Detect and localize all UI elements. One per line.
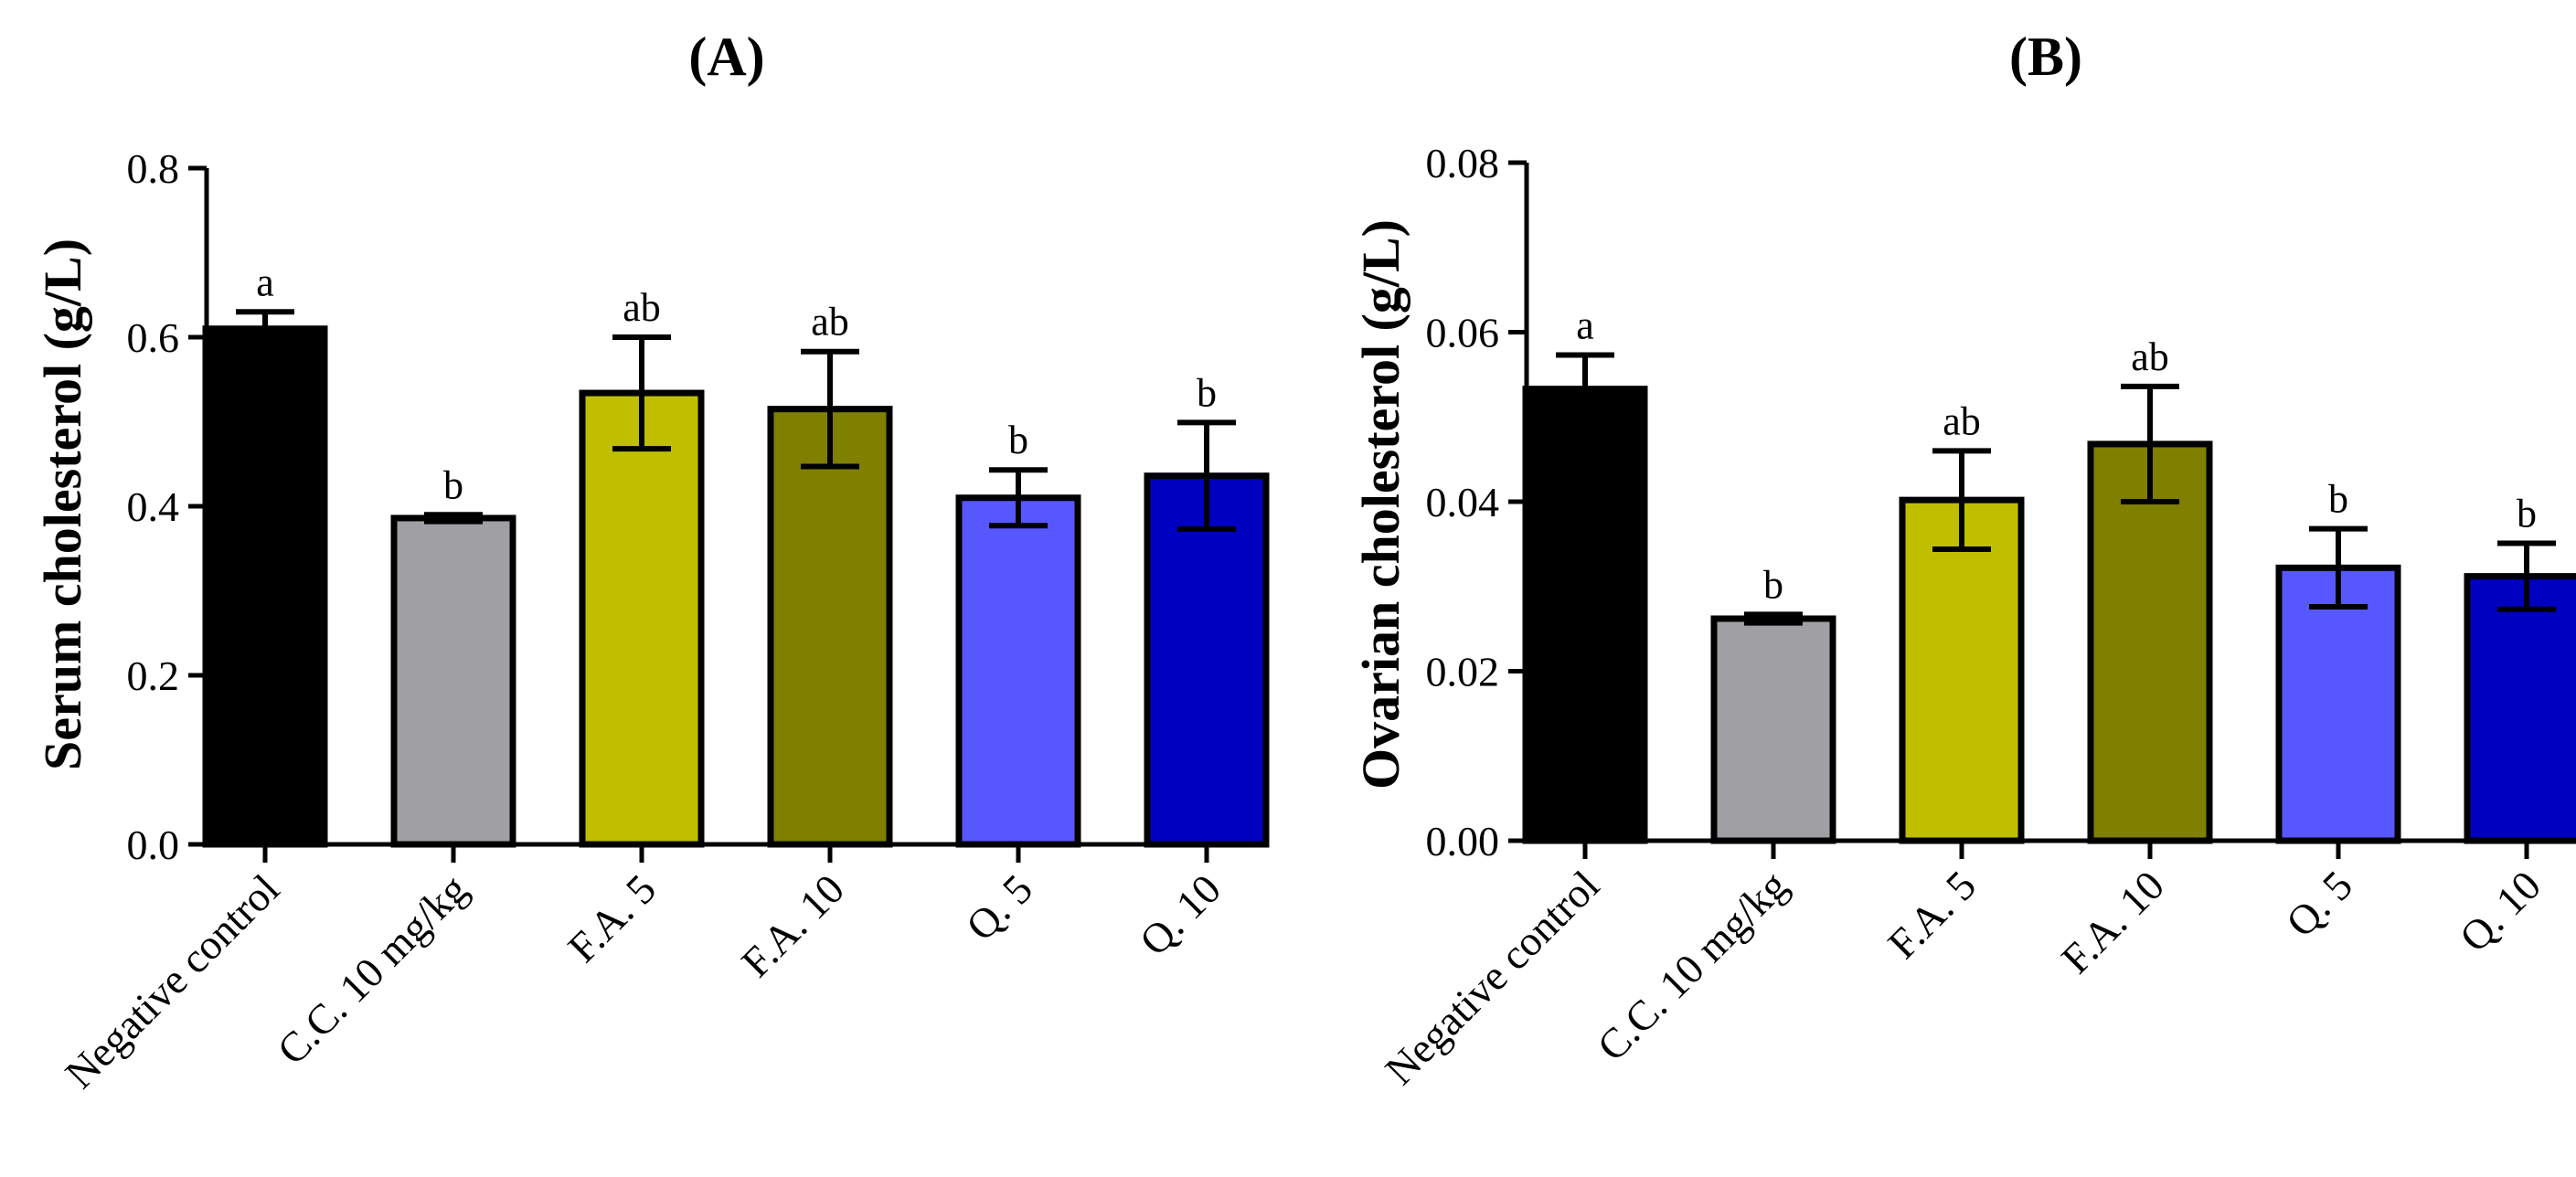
panel-b-significance-label: b [2517,491,2537,535]
panel-b-significance-label: b [2328,477,2348,522]
panel-a-significance-label: ab [811,300,849,345]
panel-a-bar [390,514,516,848]
panel-b-category-label: F.A. 10 [2052,862,2173,982]
panel-a-ytick-label: 0.2 [127,652,180,699]
panel-b-category-label: F.A. 5 [1879,862,1985,968]
panel-b-y-axis-label: Ovarian cholesterol (g/L) [1351,219,1410,790]
panel-a-ytick-label: 0.8 [127,145,180,192]
panel-a-category-label: C.C. 10 mg/kg [268,865,476,1074]
panel-b-category-label: C.C. 10 mg/kg [1588,862,1796,1070]
panel-b-title: (B) [2009,27,2082,87]
panel-b-category-label: Q. 5 [2277,862,2361,946]
panel-a-ytick-label: 0.6 [127,314,180,361]
panel-a-bar [767,406,893,848]
chart-panel-a: (A) Serum cholesterol (g/L) 0.0 0.2 0.4 0.6… [33,27,1270,1097]
panel-b-significance-label: ab [2131,334,2169,379]
panel-a-significance-label: b [443,462,463,507]
panel-a-significance-label: ab [623,285,661,330]
panel-a-significance-label: b [1197,370,1217,415]
panel-b-ytick-label: 0.04 [1426,479,1500,525]
panel-b-significance-label: ab [1943,398,1981,443]
panel-a-ytick-label: 0.0 [127,822,180,868]
panel-a-bar [202,325,328,848]
panel-a-category-label: Q. 5 [957,865,1041,949]
panel-a-bar [579,389,705,848]
panel-a-category-label: Q. 10 [1131,865,1229,964]
panel-b-ytick-label: 0.08 [1426,140,1500,186]
panel-a-significance-label: b [1008,418,1028,462]
chart-panel-b: (B) Ovarian cholesterol (g/L) 0.00 0.02 0.… [1351,27,2576,1094]
panel-b-bar [2275,564,2401,844]
panel-b-category-label: Negative control [1376,862,1608,1094]
panel-a-category-label: F.A. 10 [732,865,853,986]
panel-a-bar [955,494,1081,848]
panel-b-ytick-label: 0.02 [1426,649,1500,695]
panel-b-bar [1522,386,1648,844]
panel-b-significance-label: a [1576,303,1594,348]
panel-b-category-label: Q. 10 [2451,862,2549,960]
panel-b-bar [2464,573,2576,844]
panel-a-ytick-label: 0.4 [127,483,180,530]
panel-a-title: (A) [688,27,764,87]
panel-b-ytick-label: 0.00 [1426,818,1500,864]
panel-b-bar [1710,615,1836,844]
panel-b-significance-label: b [1763,562,1783,607]
panel-a-category-label: Negative control [56,865,288,1097]
panel-b-ytick-label: 0.06 [1426,310,1500,356]
panel-a-significance-label: a [256,260,274,304]
panel-a-category-label: F.A. 5 [559,865,665,971]
panel-a-y-axis-label: Serum cholesterol (g/L) [33,239,92,770]
